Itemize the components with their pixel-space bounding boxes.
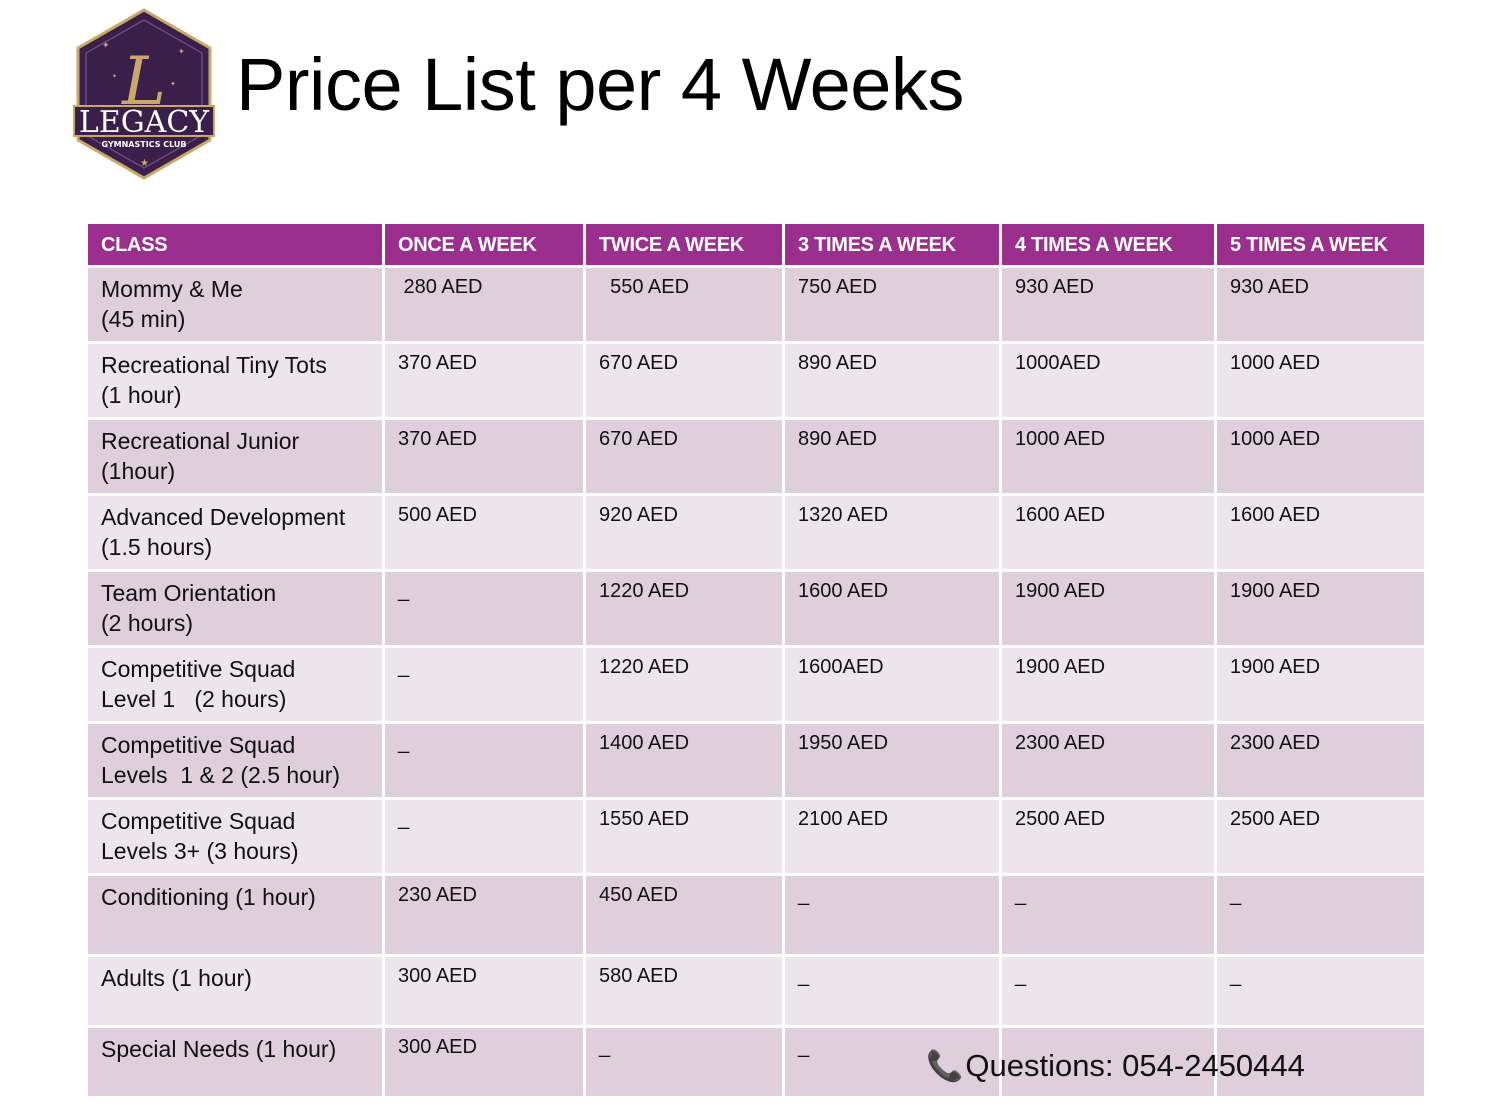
header-4-times-a-week: 4 TIMES A WEEK	[999, 221, 1217, 268]
price-cell: 1320 AED	[782, 493, 1002, 572]
price-cell: 2300 AED	[999, 721, 1217, 800]
legacy-logo: ✦ ✦ ✦ ✦ ★ L LEGACY GYMNASTICS CLUB	[72, 8, 216, 180]
price-cell: 2500 AED	[999, 797, 1217, 876]
price-cell: _	[1214, 873, 1427, 957]
price-cell: 370 AED	[382, 341, 586, 420]
table-row: Recreational Tiny Tots (1 hour) 370 AED …	[85, 341, 1427, 420]
class-cell: Adults (1 hour)	[85, 954, 385, 1028]
price-cell: 500 AED	[382, 493, 586, 572]
price-cell: 1400 AED	[583, 721, 785, 800]
price-cell: _	[382, 569, 586, 648]
price-cell: 2500 AED	[1214, 797, 1427, 876]
price-cell: 1600 AED	[1214, 493, 1427, 572]
price-cell: _	[583, 1025, 785, 1099]
price-cell: _	[999, 873, 1217, 957]
class-cell: Team Orientation (2 hours)	[85, 569, 385, 648]
price-cell: 1000 AED	[999, 417, 1217, 496]
price-cell: 890 AED	[782, 341, 1002, 420]
table-row: Advanced Development (1.5 hours) 500 AED…	[85, 493, 1427, 572]
price-cell: 370 AED	[382, 417, 586, 496]
price-cell: 670 AED	[583, 417, 785, 496]
price-cell: 1900 AED	[1214, 645, 1427, 724]
price-cell: 1550 AED	[583, 797, 785, 876]
table-header-row: CLASS ONCE A WEEK TWICE A WEEK 3 TIMES A…	[85, 221, 1427, 268]
header-class: CLASS	[85, 221, 385, 268]
price-cell: 1220 AED	[583, 645, 785, 724]
price-table: CLASS ONCE A WEEK TWICE A WEEK 3 TIMES A…	[85, 221, 1427, 1099]
phone-icon: 📞	[926, 1049, 964, 1083]
table-row: Team Orientation (2 hours) _ 1220 AED 16…	[85, 569, 1427, 648]
price-cell: 890 AED	[782, 417, 1002, 496]
price-cell: _	[782, 873, 1002, 957]
class-cell: Special Needs (1 hour)	[85, 1025, 385, 1099]
header-5-times-a-week: 5 TIMES A WEEK	[1214, 221, 1427, 268]
page-title: Price List per 4 Weeks	[236, 43, 964, 126]
price-cell	[1214, 1025, 1427, 1099]
class-cell: Competitive Squad Level 1 (2 hours)	[85, 645, 385, 724]
class-cell: Advanced Development (1.5 hours)	[85, 493, 385, 572]
svg-text:✦: ✦	[102, 40, 110, 50]
price-cell: 750 AED	[782, 265, 1002, 344]
svg-text:✦: ✦	[170, 80, 176, 88]
class-cell: Conditioning (1 hour)	[85, 873, 385, 957]
svg-text:★: ★	[140, 158, 149, 169]
price-cell: 2100 AED	[782, 797, 1002, 876]
price-cell: 1900 AED	[1214, 569, 1427, 648]
price-cell: 930 AED	[1214, 265, 1427, 344]
logo-name: LEGACY	[79, 105, 210, 140]
table-row: Competitive Squad Level 1 (2 hours) _ 12…	[85, 645, 1427, 724]
price-cell: 670 AED	[583, 341, 785, 420]
header-once-a-week: ONCE A WEEK	[382, 221, 586, 268]
price-cell: 300 AED	[382, 1025, 586, 1099]
table-row: Recreational Junior (1hour) 370 AED 670 …	[85, 417, 1427, 496]
class-cell: Recreational Junior (1hour)	[85, 417, 385, 496]
price-cell: 450 AED	[583, 873, 785, 957]
contact-text: Questions: 054-2450444	[965, 1048, 1305, 1083]
class-cell: Competitive Squad Levels 1 & 2 (2.5 hour…	[85, 721, 385, 800]
price-cell: _	[382, 645, 586, 724]
price-cell: 580 AED	[583, 954, 785, 1028]
class-cell: Recreational Tiny Tots (1 hour)	[85, 341, 385, 420]
table-row: Conditioning (1 hour) 230 AED 450 AED _ …	[85, 873, 1427, 957]
svg-text:✦: ✦	[112, 73, 117, 80]
table-row: Competitive Squad Levels 1 & 2 (2.5 hour…	[85, 721, 1427, 800]
price-cell: 920 AED	[583, 493, 785, 572]
svg-text:✦: ✦	[178, 47, 185, 56]
price-cell	[999, 1025, 1217, 1099]
price-cell: _	[1214, 954, 1427, 1028]
price-cell: _	[782, 954, 1002, 1028]
price-cell: 1220 AED	[583, 569, 785, 648]
price-cell: 1000AED	[999, 341, 1217, 420]
price-cell: 2300 AED	[1214, 721, 1427, 800]
price-cell: 1000 AED	[1214, 341, 1427, 420]
price-cell: 1900 AED	[999, 569, 1217, 648]
price-cell: _	[999, 954, 1217, 1028]
header-3-times-a-week: 3 TIMES A WEEK	[782, 221, 1002, 268]
table-row: Special Needs (1 hour) 300 AED _ _	[85, 1025, 1427, 1099]
price-cell: 230 AED	[382, 873, 586, 957]
logo-subtitle: GYMNASTICS CLUB	[101, 140, 186, 149]
price-cell: 280 AED	[382, 265, 586, 344]
price-cell: 1600AED	[782, 645, 1002, 724]
price-cell: 550 AED	[583, 265, 785, 344]
price-cell: 300 AED	[382, 954, 586, 1028]
table-row: Mommy & Me (45 min) 280 AED 550 AED 750 …	[85, 265, 1427, 344]
price-cell: 1950 AED	[782, 721, 1002, 800]
price-cell: 1000 AED	[1214, 417, 1427, 496]
table-row: Competitive Squad Levels 3+ (3 hours) _ …	[85, 797, 1427, 876]
class-cell: Mommy & Me (45 min)	[85, 265, 385, 344]
price-cell: _	[782, 1025, 1002, 1099]
contact-line: 📞 Questions: 054-2450444	[926, 1048, 1305, 1084]
price-cell: _	[382, 797, 586, 876]
class-cell: Competitive Squad Levels 3+ (3 hours)	[85, 797, 385, 876]
header-twice-a-week: TWICE A WEEK	[583, 221, 785, 268]
price-cell: 1900 AED	[999, 645, 1217, 724]
price-cell: 930 AED	[999, 265, 1217, 344]
price-cell: _	[382, 721, 586, 800]
price-cell: 1600 AED	[999, 493, 1217, 572]
table-row: Adults (1 hour) 300 AED 580 AED _ _ _	[85, 954, 1427, 1028]
price-cell: 1600 AED	[782, 569, 1002, 648]
